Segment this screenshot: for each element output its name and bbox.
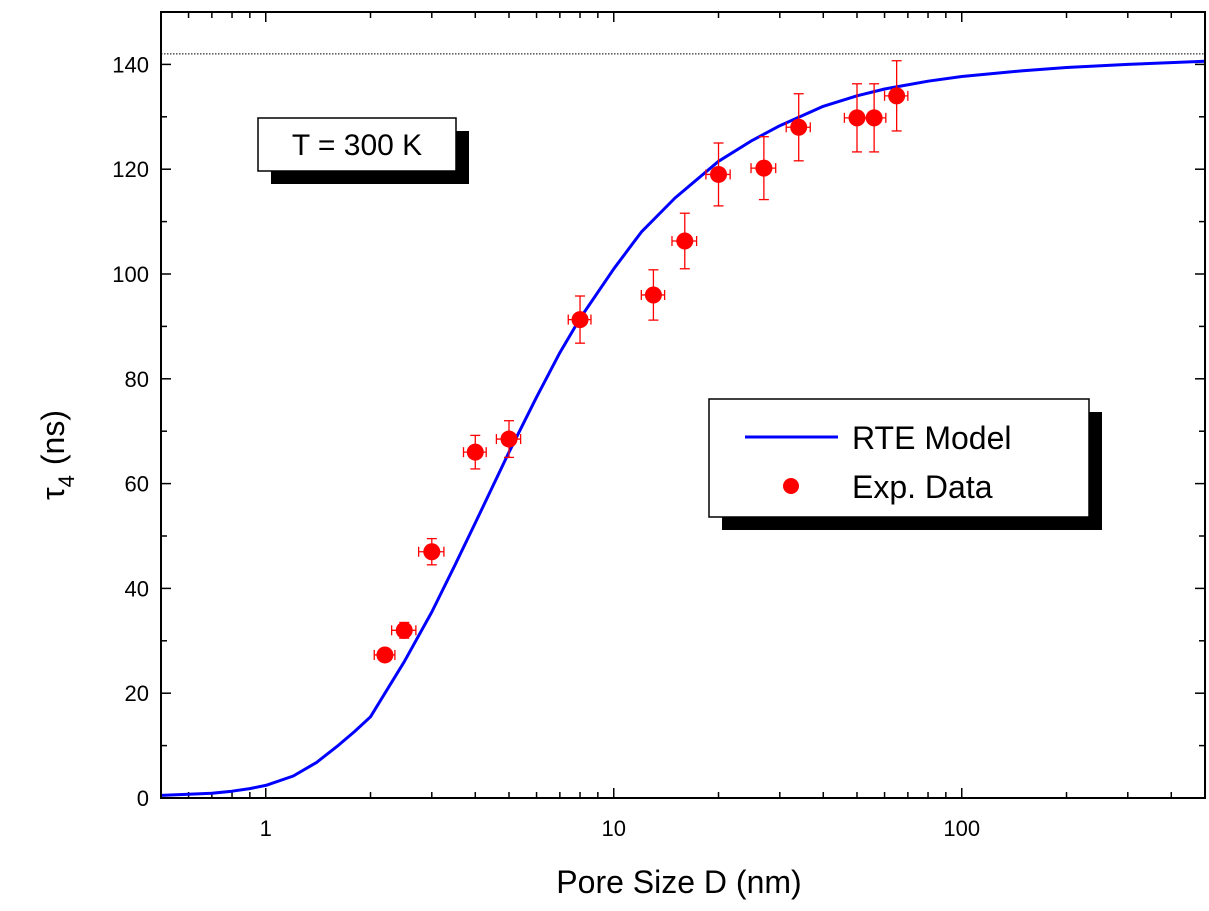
data-point	[495, 420, 522, 459]
y-axis-subscript: 4	[54, 475, 79, 487]
annotation-text: T = 300 K	[292, 129, 422, 162]
data-marker	[865, 109, 883, 127]
annotation-box: T = 300 K	[257, 117, 469, 184]
data-marker	[888, 87, 906, 105]
data-marker	[500, 430, 518, 448]
data-point	[640, 269, 666, 321]
x-tick-label: 1	[260, 816, 272, 841]
y-tick-label: 80	[125, 367, 149, 392]
data-layer	[160, 59, 1206, 797]
legend-label-data: Exp. Data	[852, 469, 993, 505]
x-tick-label: 10	[602, 816, 626, 841]
data-marker	[790, 118, 808, 136]
annotation-frame	[257, 117, 457, 172]
y-axis-symbol: τ	[35, 487, 71, 500]
y-tick-label: 20	[125, 681, 149, 706]
data-marker	[571, 311, 589, 329]
data-point	[417, 537, 445, 566]
x-axis-title: Pore Size D (nm)	[556, 864, 801, 900]
legend-label-model: RTE Model	[852, 420, 1011, 456]
y-tick-label: 140	[112, 52, 149, 77]
y-tick-label: 60	[125, 472, 149, 497]
data-point	[750, 136, 777, 201]
legend: RTE Model Exp. Data	[708, 398, 1102, 530]
data-point	[860, 83, 887, 153]
legend-frame	[708, 398, 1090, 518]
y-tick-label: 40	[125, 576, 149, 601]
y-tick-label: 100	[112, 262, 149, 287]
legend-swatch-data	[783, 478, 799, 494]
data-point	[883, 60, 909, 132]
y-tick-label: 0	[137, 786, 149, 811]
plot-frame	[160, 11, 1206, 799]
y-tick-label: 120	[112, 157, 149, 182]
data-marker	[676, 232, 694, 250]
data-point	[567, 295, 592, 344]
y-axis-title: τ4 (ns)	[35, 410, 79, 500]
data-marker	[466, 443, 484, 461]
data-marker	[395, 621, 413, 639]
model-curve	[160, 59, 1206, 797]
y-axis-unit: (ns)	[35, 410, 71, 465]
x-tick-label: 100	[943, 816, 980, 841]
data-point	[705, 142, 731, 207]
data-point	[390, 621, 417, 639]
svg-text:τ4(ns): τ4 (ns)	[35, 410, 79, 500]
data-point	[462, 434, 487, 470]
data-marker	[376, 646, 394, 664]
data-point	[785, 93, 811, 162]
data-point	[373, 646, 396, 664]
data-marker	[423, 543, 441, 561]
data-marker	[710, 165, 728, 183]
axes-layer: 0 20 40 60 80 100 120 140 1 10 100	[112, 11, 1206, 841]
data-marker	[755, 159, 773, 177]
data-marker	[644, 286, 662, 304]
data-point	[671, 212, 698, 270]
